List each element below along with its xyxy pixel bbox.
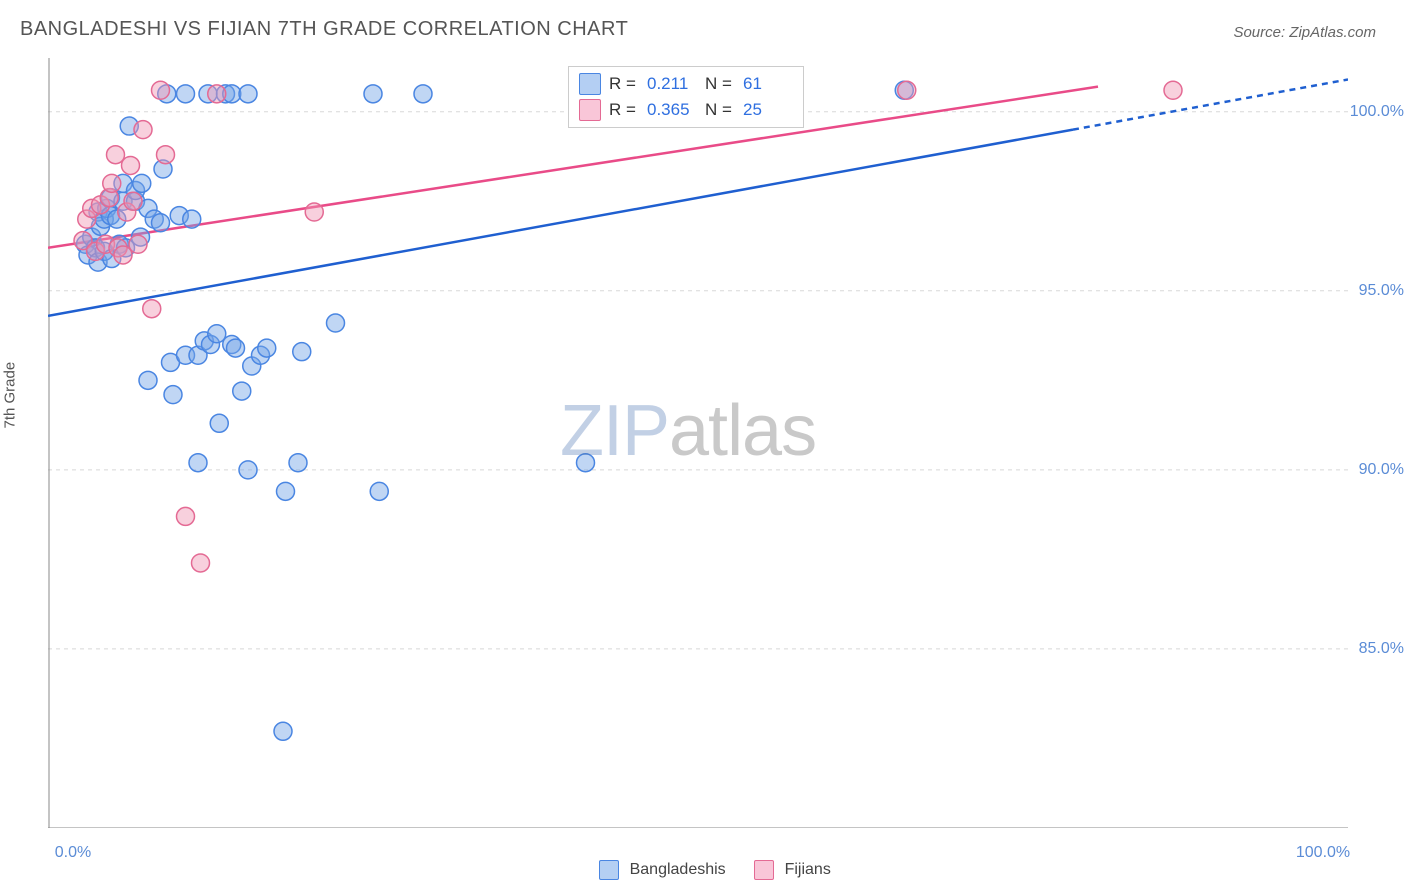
- y-tick-label: 100.0%: [1350, 103, 1404, 121]
- bottom-legend-swatch-1: [599, 860, 619, 880]
- legend-n-value-2: 25: [743, 100, 793, 120]
- bottom-legend: Bangladeshis Fijians: [0, 860, 1406, 880]
- bottom-legend-label-2: Fijians: [785, 861, 831, 878]
- legend-n-label: N =: [705, 100, 735, 120]
- plot-area: R = 0.211 N = 61 R = 0.365 N = 25 85.0%9…: [48, 58, 1348, 828]
- legend-r-label: R =: [609, 74, 639, 94]
- scatter-plot-svg: [48, 58, 1348, 828]
- chart-title: BANGLADESHI VS FIJIAN 7TH GRADE CORRELAT…: [20, 18, 628, 41]
- y-tick-label: 90.0%: [1359, 461, 1404, 479]
- bottom-legend-label-1: Bangladeshis: [630, 861, 726, 878]
- y-axis-label: 7th Grade: [2, 362, 19, 429]
- legend-n-value-1: 61: [743, 74, 793, 94]
- legend-swatch-1: [579, 73, 601, 95]
- legend-r-label: R =: [609, 100, 639, 120]
- bottom-legend-swatch-2: [754, 860, 774, 880]
- legend-row-series-2: R = 0.365 N = 25: [579, 97, 793, 123]
- correlation-legend: R = 0.211 N = 61 R = 0.365 N = 25: [568, 66, 804, 128]
- legend-swatch-2: [579, 99, 601, 121]
- legend-r-value-2: 0.365: [647, 100, 697, 120]
- y-tick-label: 85.0%: [1359, 640, 1404, 658]
- source-citation: Source: ZipAtlas.com: [1233, 24, 1376, 41]
- legend-n-label: N =: [705, 74, 735, 94]
- legend-row-series-1: R = 0.211 N = 61: [579, 71, 793, 97]
- legend-r-value-1: 0.211: [647, 74, 697, 94]
- y-tick-label: 95.0%: [1359, 282, 1404, 300]
